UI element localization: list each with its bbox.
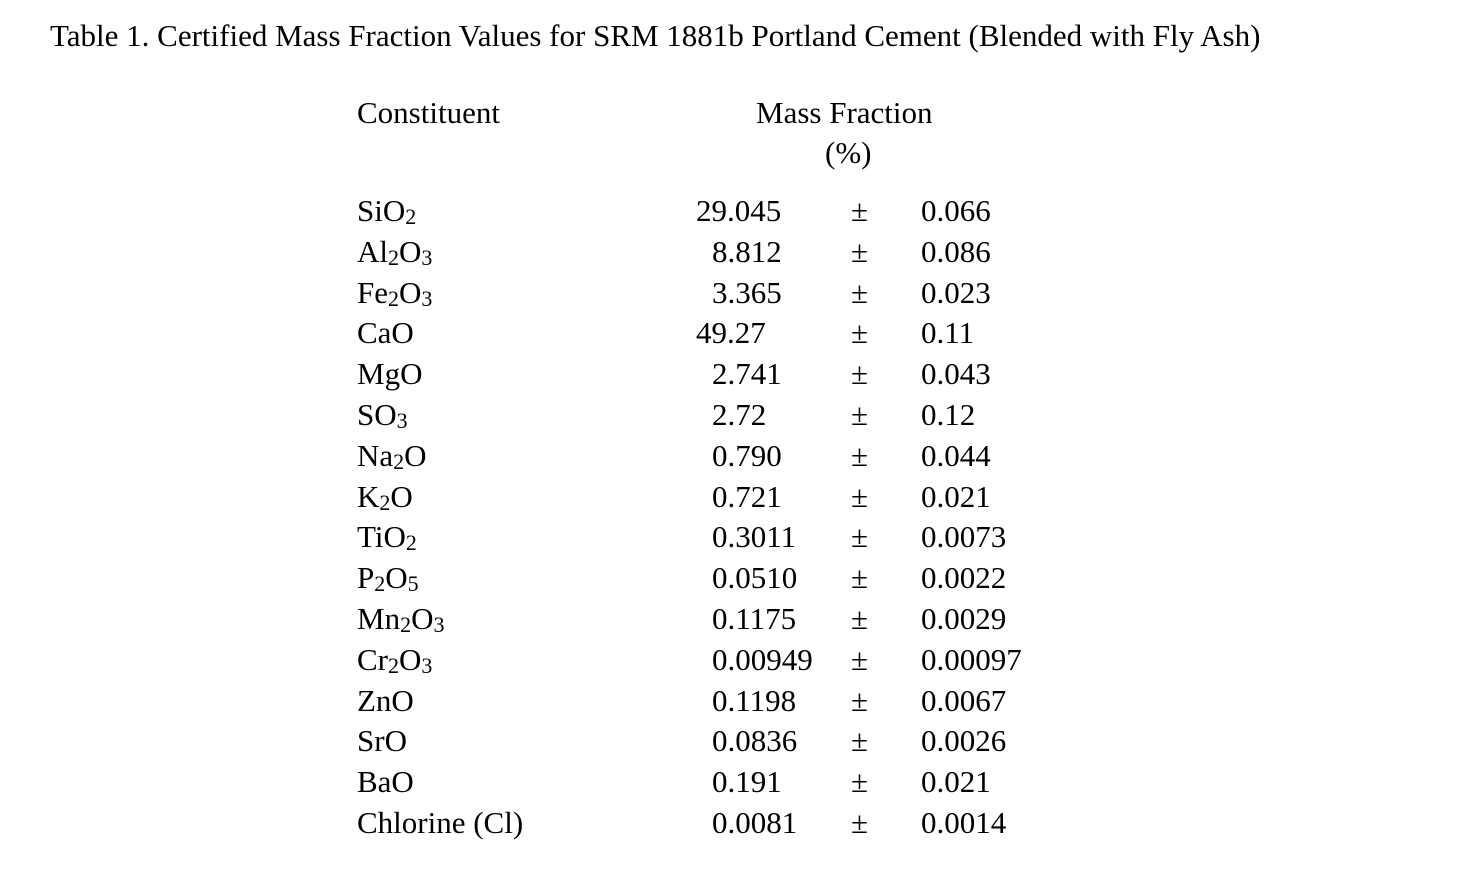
table-row: Cr2O3 0.00949 ±0.00097 bbox=[0, 640, 1458, 681]
constituent-name: K2O bbox=[357, 478, 413, 515]
plus-minus-symbol: ± bbox=[851, 641, 869, 677]
constituent-name: Chlorine (Cl) bbox=[357, 804, 524, 840]
constituent-name: MgO bbox=[357, 356, 423, 392]
constituent-name: Al2O3 bbox=[357, 233, 433, 270]
uncertainty-value: 0.0026 bbox=[921, 723, 1007, 759]
mass-fraction-value: 3.365 bbox=[712, 274, 782, 310]
table-row: P2O5 0.0510 ±0.0022 bbox=[0, 558, 1458, 599]
table-row: Mn2O3 0.1175 ±0.0029 bbox=[0, 599, 1458, 640]
plus-minus-symbol: ± bbox=[851, 274, 869, 310]
plus-minus-symbol: ± bbox=[851, 682, 869, 718]
uncertainty-value: 0.0067 bbox=[921, 682, 1007, 718]
column-header-mass-fraction: Mass Fraction bbox=[756, 95, 933, 130]
mass-fraction-value: 29.045 bbox=[696, 193, 782, 228]
constituent-name: BaO bbox=[357, 764, 414, 800]
mass-fraction-value: 49.27 bbox=[696, 315, 766, 351]
table-row: Chlorine (Cl) 0.0081 ±0.0014 bbox=[0, 803, 1458, 844]
mass-fraction-value: 0.721 bbox=[712, 478, 782, 514]
constituent-name: P2O5 bbox=[357, 560, 419, 597]
plus-minus-symbol: ± bbox=[851, 600, 869, 636]
mass-fraction-value: 0.0510 bbox=[712, 560, 798, 596]
plus-minus-symbol: ± bbox=[851, 437, 869, 473]
plus-minus-symbol: ± bbox=[851, 233, 869, 269]
mass-fraction-value: 0.00949 bbox=[712, 641, 813, 677]
plus-minus-symbol: ± bbox=[851, 356, 869, 392]
table-row: BaO 0.191 ±0.021 bbox=[0, 762, 1458, 803]
mass-fraction-value: 0.1175 bbox=[712, 600, 797, 636]
constituent-name: SiO2 bbox=[357, 193, 417, 229]
uncertainty-value: 0.021 bbox=[921, 478, 991, 514]
mass-fraction-value: 2.741 bbox=[712, 356, 782, 392]
constituent-name: Cr2O3 bbox=[357, 641, 433, 678]
uncertainty-value: 0.043 bbox=[921, 356, 991, 392]
table-body: SiO2 29.045 ±0.066 Al2O3 8.812 ±0.086 Fe2O3 3.3… bbox=[0, 191, 1458, 844]
table-row: Al2O3 8.812 ±0.086 bbox=[0, 232, 1458, 273]
table-row: Na2O 0.790 ±0.044 bbox=[0, 436, 1458, 477]
mass-fraction-value: 0.1198 bbox=[712, 682, 797, 718]
mass-fraction-value: 0.790 bbox=[712, 437, 782, 473]
mass-fraction-value: 0.0081 bbox=[712, 804, 798, 840]
uncertainty-value: 0.0073 bbox=[921, 519, 1007, 555]
uncertainty-value: 0.066 bbox=[921, 193, 991, 228]
table-row: MgO 2.741 ±0.043 bbox=[0, 354, 1458, 395]
uncertainty-value: 0.00097 bbox=[921, 641, 1022, 677]
table-row: K2O 0.721 ±0.021 bbox=[0, 477, 1458, 518]
constituent-name: CaO bbox=[357, 315, 414, 351]
uncertainty-value: 0.0022 bbox=[921, 560, 1007, 596]
plus-minus-symbol: ± bbox=[851, 764, 869, 800]
table-row: SiO2 29.045 ±0.066 bbox=[0, 191, 1458, 232]
constituent-name: SrO bbox=[357, 723, 407, 759]
constituent-name: SO3 bbox=[357, 396, 408, 433]
plus-minus-symbol: ± bbox=[851, 315, 869, 351]
constituent-name: Na2O bbox=[357, 437, 427, 474]
uncertainty-value: 0.023 bbox=[921, 274, 991, 310]
mass-fraction-value: 8.812 bbox=[712, 233, 782, 269]
uncertainty-value: 0.11 bbox=[921, 315, 975, 351]
column-header-constituent: Constituent bbox=[357, 95, 500, 130]
plus-minus-symbol: ± bbox=[851, 560, 869, 596]
mass-fraction-value: 0.3011 bbox=[712, 519, 797, 555]
plus-minus-symbol: ± bbox=[851, 519, 869, 555]
mass-fraction-value: 0.191 bbox=[712, 764, 782, 800]
uncertainty-value: 0.044 bbox=[921, 437, 991, 473]
uncertainty-value: 0.021 bbox=[921, 764, 991, 800]
table-row: Fe2O3 3.365 ±0.023 bbox=[0, 273, 1458, 314]
plus-minus-symbol: ± bbox=[851, 804, 869, 840]
plus-minus-symbol: ± bbox=[851, 723, 869, 759]
uncertainty-value: 0.086 bbox=[921, 233, 991, 269]
table-row: CaO 49.27 ±0.11 bbox=[0, 313, 1458, 354]
plus-minus-symbol: ± bbox=[851, 193, 869, 228]
uncertainty-value: 0.12 bbox=[921, 396, 976, 432]
table-row: SrO 0.0836 ±0.0026 bbox=[0, 721, 1458, 762]
plus-minus-symbol: ± bbox=[851, 396, 869, 432]
plus-minus-symbol: ± bbox=[851, 478, 869, 514]
constituent-name: Mn2O3 bbox=[357, 600, 445, 637]
table-row: TiO2 0.3011 ±0.0073 bbox=[0, 517, 1458, 558]
uncertainty-value: 0.0014 bbox=[921, 804, 1007, 840]
table-row: SO3 2.72 ±0.12 bbox=[0, 395, 1458, 436]
table-title: Table 1. Certified Mass Fraction Values … bbox=[50, 18, 1261, 53]
constituent-name: ZnO bbox=[357, 682, 414, 718]
table-row: ZnO 0.1198 ±0.0067 bbox=[0, 681, 1458, 722]
constituent-name: TiO2 bbox=[357, 519, 417, 556]
uncertainty-value: 0.0029 bbox=[921, 600, 1007, 636]
column-header-unit: (%) bbox=[825, 135, 872, 170]
mass-fraction-value: 0.0836 bbox=[712, 723, 798, 759]
mass-fraction-value: 2.72 bbox=[712, 396, 767, 432]
constituent-name: Fe2O3 bbox=[357, 274, 433, 311]
